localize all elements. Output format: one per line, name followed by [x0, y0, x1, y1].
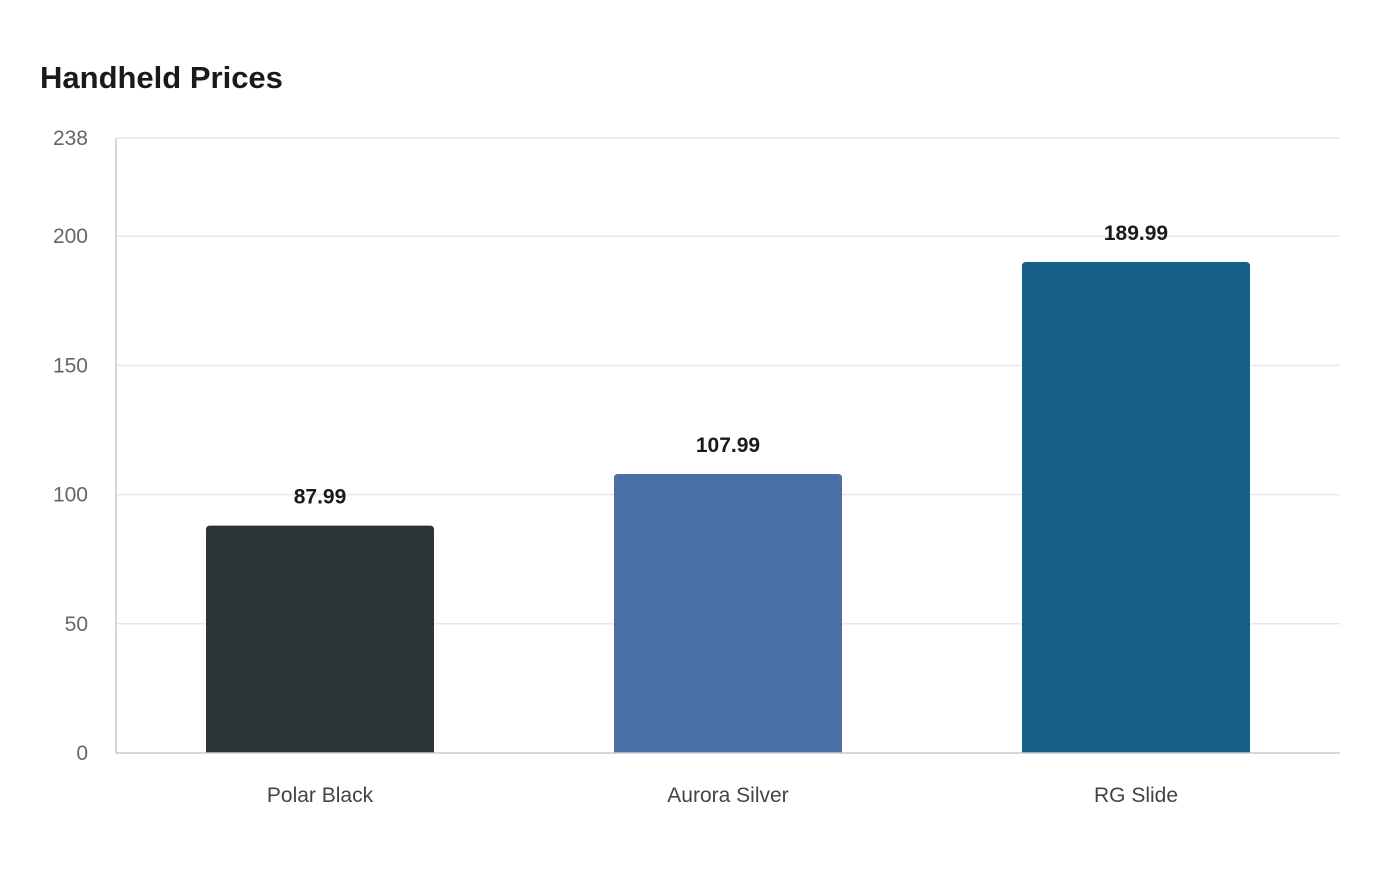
y-tick-label: 200: [53, 225, 88, 248]
bar: [614, 473, 842, 753]
bar: [206, 525, 434, 753]
bar-value-label: 189.99: [1104, 222, 1168, 245]
x-tick-label: RG Slide: [1094, 784, 1178, 807]
x-tick-label: Polar Black: [267, 784, 374, 807]
y-axis-ticks: 0 50 100 150 200 238: [53, 127, 88, 765]
y-tick-label: 50: [65, 613, 88, 636]
y-tick-label: 150: [53, 354, 88, 377]
value-labels: 87.99 107.99 189.99: [294, 222, 1168, 509]
y-tick-label: 238: [53, 127, 88, 150]
bar: [1022, 262, 1250, 753]
x-axis-ticks: Polar Black Aurora Silver RG Slide: [267, 784, 1178, 807]
chart-title: Handheld Prices: [40, 60, 283, 95]
y-tick-label: 100: [53, 484, 88, 507]
y-tick-label: 0: [76, 742, 88, 765]
bar-value-label: 87.99: [294, 486, 347, 509]
bar-value-label: 107.99: [696, 434, 760, 457]
bars: [206, 262, 1250, 753]
x-tick-label: Aurora Silver: [667, 784, 788, 807]
